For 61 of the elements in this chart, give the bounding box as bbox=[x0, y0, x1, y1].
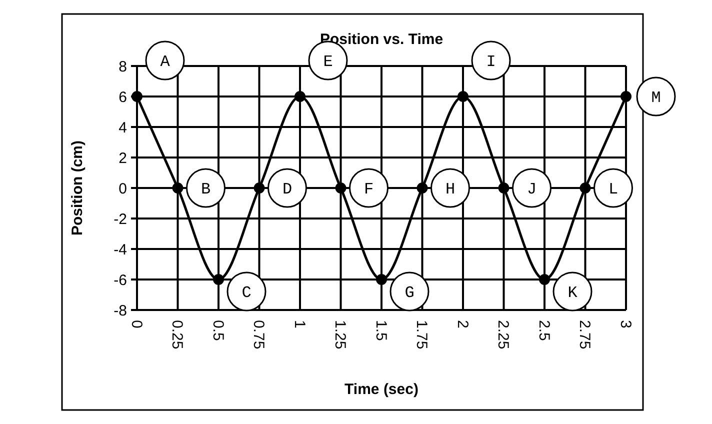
y-tick-label: 8 bbox=[118, 58, 127, 76]
point bbox=[458, 91, 468, 102]
x-axis-title: Time (sec) bbox=[344, 381, 418, 398]
circled-letter: C bbox=[226, 272, 266, 312]
circled-letter: K bbox=[552, 272, 592, 312]
annotation: E bbox=[323, 53, 333, 72]
annotation: G bbox=[404, 284, 414, 302]
x-tick-label: 3 bbox=[616, 320, 634, 328]
circled-letter: I bbox=[471, 40, 511, 80]
y-tick-label: 6 bbox=[118, 88, 127, 106]
point bbox=[539, 274, 550, 285]
annotation: D bbox=[282, 180, 292, 199]
circled-letter: L bbox=[594, 168, 633, 208]
x-tick-label: 2.5 bbox=[535, 320, 552, 341]
circled-letter: H bbox=[430, 168, 470, 208]
circled-letter: D bbox=[268, 168, 307, 208]
y-axis-title: Position (cm) bbox=[69, 140, 86, 236]
x-tick-label: 1.5 bbox=[372, 320, 390, 341]
y-tick-label: 4 bbox=[118, 119, 127, 136]
annotation: J bbox=[526, 180, 537, 199]
annotation: M bbox=[651, 89, 661, 108]
x-tick-label: 1.75 bbox=[413, 320, 430, 350]
x-tick-label: 0.75 bbox=[250, 320, 267, 350]
annotation: F bbox=[364, 180, 374, 199]
circled-letter: A bbox=[145, 40, 185, 80]
annotation: A bbox=[160, 53, 170, 72]
x-tick-label: 2 bbox=[454, 320, 471, 328]
x-tick-label: 1 bbox=[290, 320, 308, 328]
point bbox=[335, 182, 346, 194]
y-tick-label: -4 bbox=[114, 241, 127, 258]
point bbox=[254, 182, 265, 194]
x-tick-label: 0.5 bbox=[209, 320, 226, 341]
x-tick-label: 2.75 bbox=[576, 320, 593, 350]
point bbox=[376, 274, 387, 285]
annotation: H bbox=[445, 180, 456, 199]
point bbox=[580, 182, 591, 194]
circled-letter: J bbox=[512, 168, 552, 208]
point bbox=[620, 91, 632, 102]
annotation: L bbox=[608, 180, 618, 199]
x-tick-label: 2.25 bbox=[494, 320, 512, 350]
point bbox=[213, 274, 224, 285]
point bbox=[172, 182, 184, 194]
annotation: I bbox=[486, 53, 496, 72]
point bbox=[498, 182, 510, 194]
y-tick-label: -6 bbox=[114, 272, 127, 289]
x-tick-label: 0.25 bbox=[168, 320, 186, 350]
y-tick-label: 0 bbox=[118, 180, 127, 198]
y-tick-label: 2 bbox=[118, 150, 127, 167]
circled-letter: F bbox=[349, 168, 388, 208]
circled-letter: G bbox=[390, 272, 430, 312]
x-tick-label: 0 bbox=[128, 320, 145, 328]
point bbox=[416, 182, 428, 194]
circled-letter: B bbox=[186, 168, 226, 208]
circled-letter: M bbox=[636, 76, 676, 116]
annotation: K bbox=[568, 284, 578, 302]
annotation: B bbox=[200, 180, 211, 199]
y-tick-label: -2 bbox=[114, 210, 127, 228]
point bbox=[294, 91, 306, 102]
annotation: C bbox=[242, 284, 252, 302]
y-tick-label: -8 bbox=[114, 302, 127, 320]
x-tick-label: 1.25 bbox=[332, 320, 348, 350]
